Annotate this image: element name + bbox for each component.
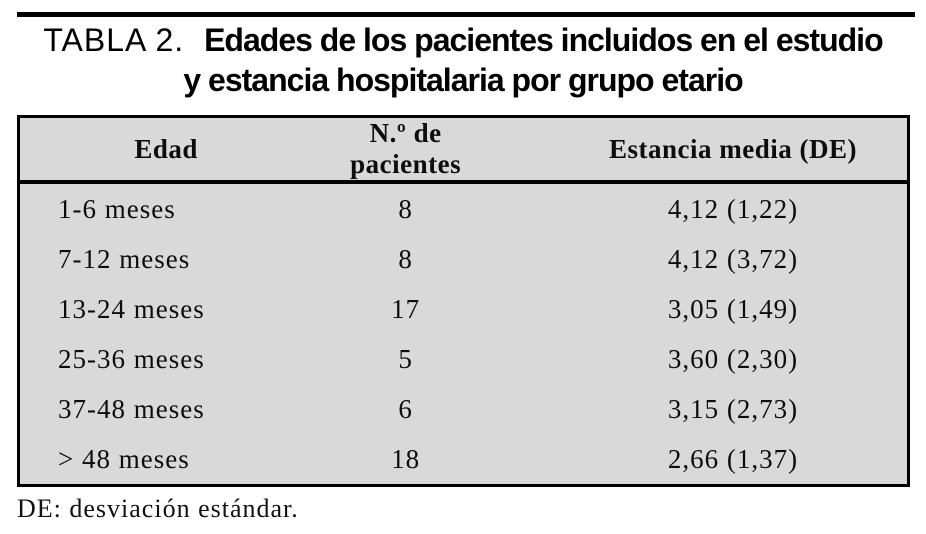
table-row: 7-12 meses 8 4,12 (3,72): [19, 234, 909, 284]
table-title-line1: TABLA 2. Edades de los pacientes incluid…: [14, 20, 912, 60]
column-header-estancia: Estancia media (DE): [499, 116, 909, 184]
cell-pacientes: 6: [398, 393, 413, 424]
cell-estancia: 4,12 (3,72): [667, 243, 799, 274]
cell-estancia: 3,60 (2,30): [667, 343, 799, 374]
table-title: TABLA 2. Edades de los pacientes incluid…: [14, 20, 912, 100]
column-header-pacientes: N.º de pacientes: [312, 116, 500, 184]
table-body: 1-6 meses 8 4,12 (1,22) 7-12 meses 8 4,1…: [19, 182, 909, 486]
title-top-rule: [17, 12, 915, 17]
cell-pacientes: 17: [391, 293, 421, 324]
cell-estancia: 3,05 (1,49): [667, 293, 799, 324]
cell-estancia: 2,66 (1,37): [667, 443, 799, 474]
cell-edad: 13-24 meses: [58, 293, 205, 324]
cell-edad: > 48 meses: [58, 443, 190, 474]
table-row: 13-24 meses 17 3,05 (1,49): [19, 284, 909, 334]
table-row: 37-48 meses 6 3,15 (2,73): [19, 384, 909, 434]
data-table: Edad N.º de pacientes Estancia media (DE…: [17, 115, 910, 487]
cell-estancia: 4,12 (1,22): [667, 193, 799, 224]
table-footnote: DE: desviación estándar.: [17, 494, 299, 523]
column-header-edad: Edad: [18, 116, 313, 184]
cell-pacientes: 5: [398, 343, 413, 374]
cell-pacientes: 18: [391, 443, 421, 474]
cell-pacientes: 8: [398, 193, 413, 224]
cell-edad: 37-48 meses: [58, 393, 205, 424]
cell-edad: 7-12 meses: [58, 243, 191, 274]
cell-edad: 25-36 meses: [58, 343, 205, 374]
table-header: Edad N.º de pacientes Estancia media (DE…: [18, 116, 909, 184]
cell-estancia: 3,15 (2,73): [667, 393, 799, 424]
table-row: 25-36 meses 5 3,60 (2,30): [19, 334, 909, 384]
table-title-line2: y estancia hospitalaria por grupo etario: [183, 62, 743, 98]
table-number-label: TABLA 2.: [43, 22, 185, 58]
cell-pacientes: 8: [398, 243, 413, 274]
cell-edad: 1-6 meses: [58, 193, 176, 224]
table-row: 1-6 meses 8 4,12 (1,22): [19, 182, 909, 234]
table-title-text-1: Edades de los pacientes incluidos en el …: [204, 22, 884, 58]
table-row: > 48 meses 18 2,66 (1,37): [19, 434, 909, 486]
header-row: Edad N.º de pacientes Estancia media (DE…: [18, 116, 909, 184]
